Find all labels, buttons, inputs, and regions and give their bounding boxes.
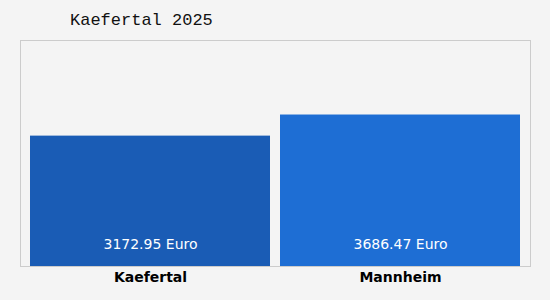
svg-text:Mannheim: Mannheim [359, 269, 441, 285]
svg-text:3686.47 Euro: 3686.47 Euro [353, 236, 447, 252]
html-text:Kaefertal 2025: Kaefertal 2025 [70, 11, 213, 30]
svg-text:3172.95 Euro: 3172.95 Euro [103, 236, 197, 252]
svg-text:Kaefertal: Kaefertal [114, 269, 187, 285]
